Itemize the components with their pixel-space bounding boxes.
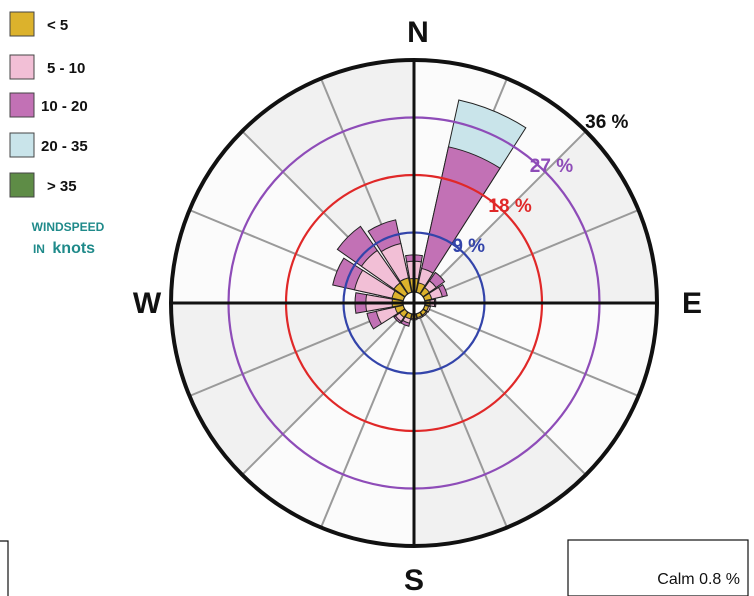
windspeed-subtitle: IN knots (33, 240, 95, 257)
direction-spoke (413, 302, 508, 528)
direction-spoke (413, 130, 587, 304)
main-axes (171, 60, 657, 546)
legend-label-20-35: 20 - 35 (41, 138, 88, 155)
direction-spoke (413, 302, 639, 397)
left-corner-box (0, 540, 9, 596)
calm-text: Calm 0.8 % (657, 571, 740, 588)
direction-spoke (413, 209, 639, 304)
east-label: E (682, 287, 702, 320)
south-label: S (404, 564, 424, 596)
ring-label: 36 % (585, 112, 628, 133)
legend-label-gt35: > 35 (47, 178, 77, 195)
background-sector (414, 131, 657, 303)
speed-legend: < 5 5 - 10 10 - 20 20 - 35 > 35 WINDSPEE… (9, 11, 105, 257)
ring-labels: 9 %18 % 27 % 36 % (452, 112, 628, 257)
background-sector (171, 303, 414, 475)
legend-label-5-10: 5 - 10 (47, 60, 85, 77)
windspeed-title: WINDSPEED (32, 220, 105, 234)
windspeed-unit: knots (52, 240, 95, 257)
legend-swatch-20-35 (9, 132, 35, 158)
ring-label: 9 % (452, 236, 485, 257)
legend-label-lt5: < 5 (47, 17, 68, 34)
ring-label: 27 % (530, 156, 573, 177)
west-label: W (133, 287, 162, 320)
legend-swatch-lt5 (9, 11, 35, 37)
direction-spoke (320, 302, 415, 528)
legend-label-10-20: 10 - 20 (41, 98, 88, 115)
legend-swatch-5-10 (9, 54, 35, 80)
background-sector (414, 303, 586, 546)
direction-spoke (241, 302, 415, 476)
legend-swatch-gt35 (9, 172, 35, 198)
legend-swatch-10-20 (9, 92, 35, 118)
calm-box: Calm 0.8 % (567, 539, 749, 596)
north-label: N (407, 16, 429, 49)
windspeed-in: IN (33, 242, 45, 256)
ring-label: 18 % (488, 196, 531, 217)
direction-spoke (413, 302, 587, 476)
